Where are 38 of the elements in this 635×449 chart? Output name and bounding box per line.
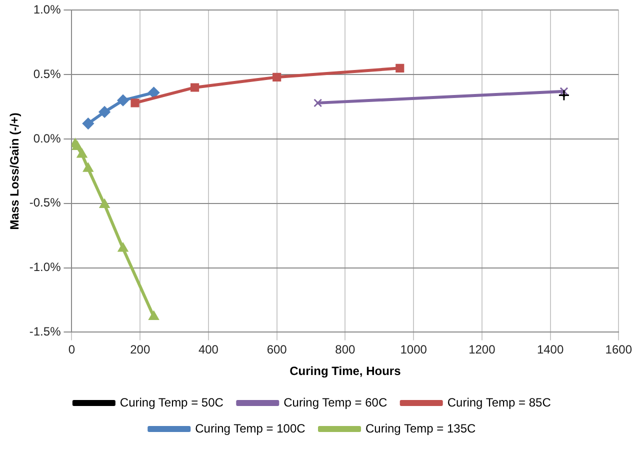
point	[118, 242, 128, 252]
legend-label: Curing Temp = 85C	[447, 395, 552, 410]
legend-label: Curing Temp = 50C	[120, 395, 224, 410]
x-tick-label: 1600	[605, 342, 632, 357]
y-tick-label: 0.5%	[33, 66, 62, 81]
point	[76, 148, 88, 158]
point	[558, 89, 570, 101]
point	[396, 64, 404, 72]
point	[148, 86, 160, 98]
x-tick-label: 1400	[536, 342, 564, 357]
point	[314, 98, 322, 108]
point	[82, 118, 94, 130]
x-tick-label: 600	[266, 342, 288, 357]
x-tick-label: 1000	[400, 342, 428, 357]
x-tick-label: 1200	[468, 342, 496, 357]
point	[99, 198, 110, 208]
x-axis-title: Curing Time, Hours	[290, 364, 402, 378]
y-tick-label: 1.0%	[33, 2, 62, 17]
y-axis-title: Mass Loss/Gain (-/+)	[8, 112, 22, 230]
point	[148, 310, 159, 320]
point	[83, 162, 94, 172]
legend-label: Curing Temp = 135C	[366, 421, 476, 436]
y-tick-label: 0.0%	[33, 131, 62, 146]
x-tick-label: 200	[130, 342, 150, 357]
point	[130, 98, 140, 108]
y-tick-label: -1.5%	[29, 324, 62, 339]
point	[190, 83, 200, 92]
point	[98, 106, 110, 118]
point	[72, 140, 82, 150]
point	[117, 94, 129, 106]
x-tick-label: 0	[68, 342, 76, 357]
x-tick-label: 400	[198, 342, 219, 357]
legend-label: Curing Temp = 60C	[284, 395, 388, 410]
point	[272, 72, 282, 82]
y-tick-label: -0.5%	[29, 196, 62, 210]
legend-label: Curing Temp = 100C	[195, 421, 306, 436]
x-tick-label: 800	[335, 342, 356, 357]
y-tick-label: -1.0%	[29, 260, 62, 274]
